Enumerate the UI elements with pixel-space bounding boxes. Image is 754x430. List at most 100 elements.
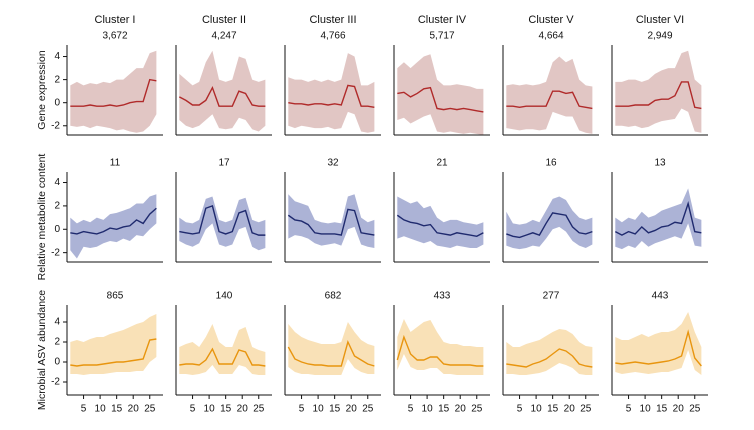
x-tick-label: 25 bbox=[144, 404, 156, 415]
spread-band bbox=[397, 319, 484, 375]
panel-count: 433 bbox=[434, 291, 451, 302]
y-tick-label: -2 bbox=[51, 377, 60, 388]
mean-line bbox=[70, 207, 157, 235]
spread-band bbox=[506, 196, 593, 250]
spread-band bbox=[397, 196, 484, 248]
mean-line bbox=[70, 78, 157, 107]
y-tick-label: 2 bbox=[54, 337, 60, 348]
y-tick-label: 0 bbox=[54, 357, 60, 368]
x-tick-label: 20 bbox=[237, 404, 249, 415]
panel-count: 865 bbox=[107, 291, 124, 302]
spread-band bbox=[506, 329, 593, 375]
mean-line bbox=[179, 347, 266, 367]
x-tick-label: 25 bbox=[580, 404, 592, 415]
y-tick-label: -2 bbox=[51, 120, 60, 131]
panel-count: 140 bbox=[216, 291, 233, 302]
x-tick-label: 20 bbox=[455, 404, 467, 415]
x-tick-label: 15 bbox=[656, 404, 668, 415]
y-tick-label: 4 bbox=[54, 317, 60, 328]
x-tick-label: 20 bbox=[673, 404, 685, 415]
spread-band bbox=[615, 50, 702, 133]
mean-line bbox=[287, 208, 375, 236]
x-tick-label: 5 bbox=[517, 404, 523, 415]
panel-count: 443 bbox=[652, 291, 669, 302]
y-tick-label: 4 bbox=[54, 177, 60, 188]
x-tick-label: 15 bbox=[438, 404, 450, 415]
spread-band bbox=[288, 322, 375, 375]
spread-band bbox=[397, 54, 484, 135]
mean-line bbox=[287, 339, 375, 367]
y-tick-label: 0 bbox=[54, 224, 60, 235]
mean-line bbox=[614, 200, 702, 236]
panel-count: 21 bbox=[436, 158, 448, 169]
panel-title: Cluster IV bbox=[418, 14, 467, 26]
spread-band bbox=[179, 324, 266, 375]
spread-band bbox=[70, 194, 157, 259]
mean-line bbox=[288, 84, 375, 108]
panel-count: 5,717 bbox=[429, 31, 454, 42]
panel-title: Cluster VI bbox=[636, 14, 684, 26]
mean-line bbox=[506, 348, 593, 368]
x-tick-label: 10 bbox=[313, 404, 325, 415]
panel-count: 11 bbox=[110, 158, 121, 169]
x-tick-label: 20 bbox=[128, 404, 140, 415]
mean-line bbox=[396, 214, 484, 238]
y-axis-label: Gene expression bbox=[36, 50, 48, 130]
panel-title: Cluster II bbox=[202, 14, 246, 26]
x-tick-label: 25 bbox=[471, 404, 483, 415]
panel-title: Cluster III bbox=[309, 14, 356, 26]
x-tick-label: 15 bbox=[220, 404, 232, 415]
x-tick-label: 25 bbox=[689, 404, 701, 415]
y-tick-label: 4 bbox=[54, 51, 60, 62]
x-tick-label: 10 bbox=[204, 404, 216, 415]
mean-line bbox=[179, 204, 266, 236]
y-tick-label: 2 bbox=[54, 74, 60, 85]
y-tick-label: 0 bbox=[54, 97, 60, 108]
mean-line bbox=[506, 90, 593, 110]
spread-band bbox=[288, 53, 375, 133]
x-tick-label: 15 bbox=[547, 404, 559, 415]
x-tick-label: 5 bbox=[81, 404, 87, 415]
spread-band bbox=[288, 194, 375, 248]
spread-band bbox=[70, 50, 157, 133]
y-tick-label: -2 bbox=[51, 247, 60, 258]
x-tick-label: 10 bbox=[95, 404, 107, 415]
panel-count: 4,766 bbox=[320, 31, 345, 42]
mean-line bbox=[615, 81, 702, 110]
x-tick-label: 10 bbox=[422, 404, 434, 415]
x-tick-label: 20 bbox=[346, 404, 358, 415]
panel-count: 17 bbox=[218, 158, 230, 169]
x-tick-label: 15 bbox=[329, 404, 341, 415]
x-tick-label: 25 bbox=[253, 404, 265, 415]
x-tick-label: 5 bbox=[299, 404, 305, 415]
mean-line bbox=[615, 329, 702, 367]
x-tick-label: 5 bbox=[626, 404, 632, 415]
y-axis-label: Microbial ASV abundance bbox=[36, 290, 48, 410]
x-tick-label: 5 bbox=[190, 404, 196, 415]
spread-band bbox=[70, 314, 157, 375]
x-tick-label: 15 bbox=[111, 404, 123, 415]
x-tick-label: 20 bbox=[564, 404, 576, 415]
mean-line bbox=[397, 86, 484, 113]
panel-count: 13 bbox=[654, 158, 666, 169]
spread-band bbox=[615, 312, 702, 375]
mean-line bbox=[506, 212, 593, 239]
x-tick-label: 10 bbox=[640, 404, 652, 415]
panel-count: 3,672 bbox=[102, 31, 127, 42]
panel-count: 277 bbox=[543, 291, 560, 302]
panel-count: 4,247 bbox=[211, 31, 236, 42]
panel-title: Cluster I bbox=[95, 14, 136, 26]
panel-count: 4,664 bbox=[538, 31, 563, 42]
panel-count: 32 bbox=[327, 158, 339, 169]
mean-line bbox=[396, 334, 484, 367]
spread-band bbox=[179, 50, 266, 132]
y-tick-label: 2 bbox=[54, 201, 60, 212]
x-tick-label: 5 bbox=[408, 404, 414, 415]
x-tick-label: 10 bbox=[531, 404, 543, 415]
spread-band bbox=[179, 196, 266, 251]
spread-band bbox=[615, 188, 702, 250]
spread-band bbox=[506, 56, 593, 134]
mean-line bbox=[70, 338, 157, 367]
x-tick-label: 25 bbox=[362, 404, 374, 415]
